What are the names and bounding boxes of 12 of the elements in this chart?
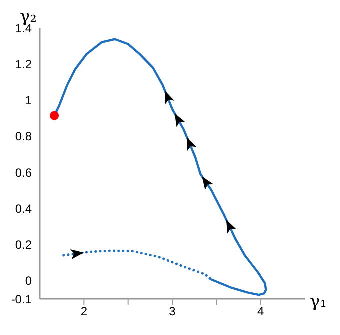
y-tick-label: 0.6 <box>15 166 32 180</box>
x-tick-label: 4 <box>257 304 264 319</box>
x-tick-label: 2 <box>80 304 88 319</box>
y-tick-label: 1.2 <box>15 57 32 72</box>
x-axis-title: γ₁ <box>310 292 327 312</box>
y-tick-label: 0 <box>25 274 32 288</box>
y-tick-label: 0.8 <box>15 130 32 144</box>
y-tick-label: 1 <box>25 94 32 108</box>
y-tick-label: 0.4 <box>15 202 32 216</box>
y-tick-label: 0.2 <box>15 238 32 252</box>
y-tick-label: -0.1 <box>11 292 32 306</box>
x-tick-label: 3 <box>169 304 176 319</box>
